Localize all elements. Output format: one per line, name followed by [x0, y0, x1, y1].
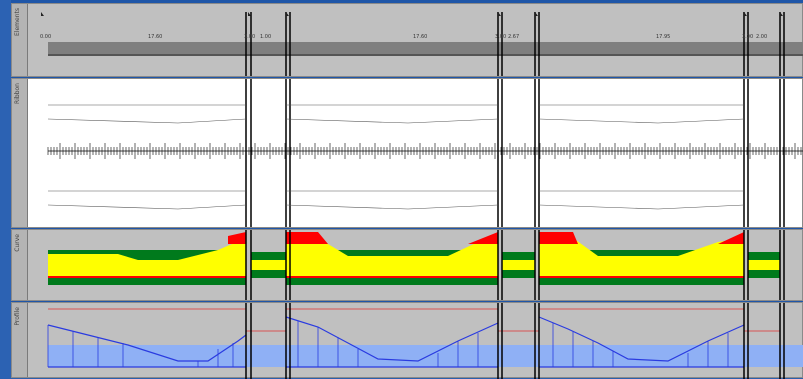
- ribbon-lane-header[interactable]: Ribbon: [12, 79, 28, 227]
- tick-label-1: 1.00: [260, 34, 271, 40]
- profile-svg: [47, 303, 803, 379]
- left-rail: [0, 0, 11, 378]
- tick-label-3: 2.67: [508, 34, 519, 40]
- profile-lane-label: Profile: [14, 307, 21, 326]
- ribbon-lane: Ribbon: [11, 78, 803, 228]
- ribbon-canvas[interactable]: [28, 79, 803, 227]
- curve-lane: Curve: [11, 229, 803, 301]
- station-label-2: 17.60: [413, 34, 427, 40]
- curve-lane-header[interactable]: Curve: [12, 230, 28, 300]
- curve-canvas[interactable]: [28, 230, 802, 300]
- elements-lane-header[interactable]: Elements: [12, 4, 28, 76]
- ribbon-lane-label: Ribbon: [14, 83, 21, 104]
- tick-label-2: 3.00: [495, 34, 506, 40]
- tick-label-0: 3.00: [244, 34, 255, 40]
- elements-lane: Elements: [11, 3, 803, 77]
- elements-lane-label: Elements: [14, 8, 21, 36]
- ribbon-svg: [47, 79, 803, 227]
- elements-svg: 0.00 17.60 17.60 17.95 3.00 1.00 3.00 2.…: [40, 12, 803, 76]
- profile-canvas[interactable]: [28, 303, 803, 379]
- station-label-3: 17.95: [656, 34, 670, 40]
- curve-svg: [48, 230, 785, 300]
- tick-label-4: 3.00: [742, 34, 753, 40]
- elements-canvas[interactable]: 0.00 17.60 17.60 17.95 3.00 1.00 3.00 2.…: [28, 4, 803, 76]
- profile-lane-header[interactable]: Profile: [12, 303, 28, 377]
- tick-label-5: 2.00: [756, 34, 767, 40]
- profile-lane: Profile: [11, 302, 803, 379]
- station-label-0: 0.00: [40, 34, 51, 40]
- station-label-1: 17.60: [148, 34, 162, 40]
- curve-lane-label: Curve: [14, 234, 21, 252]
